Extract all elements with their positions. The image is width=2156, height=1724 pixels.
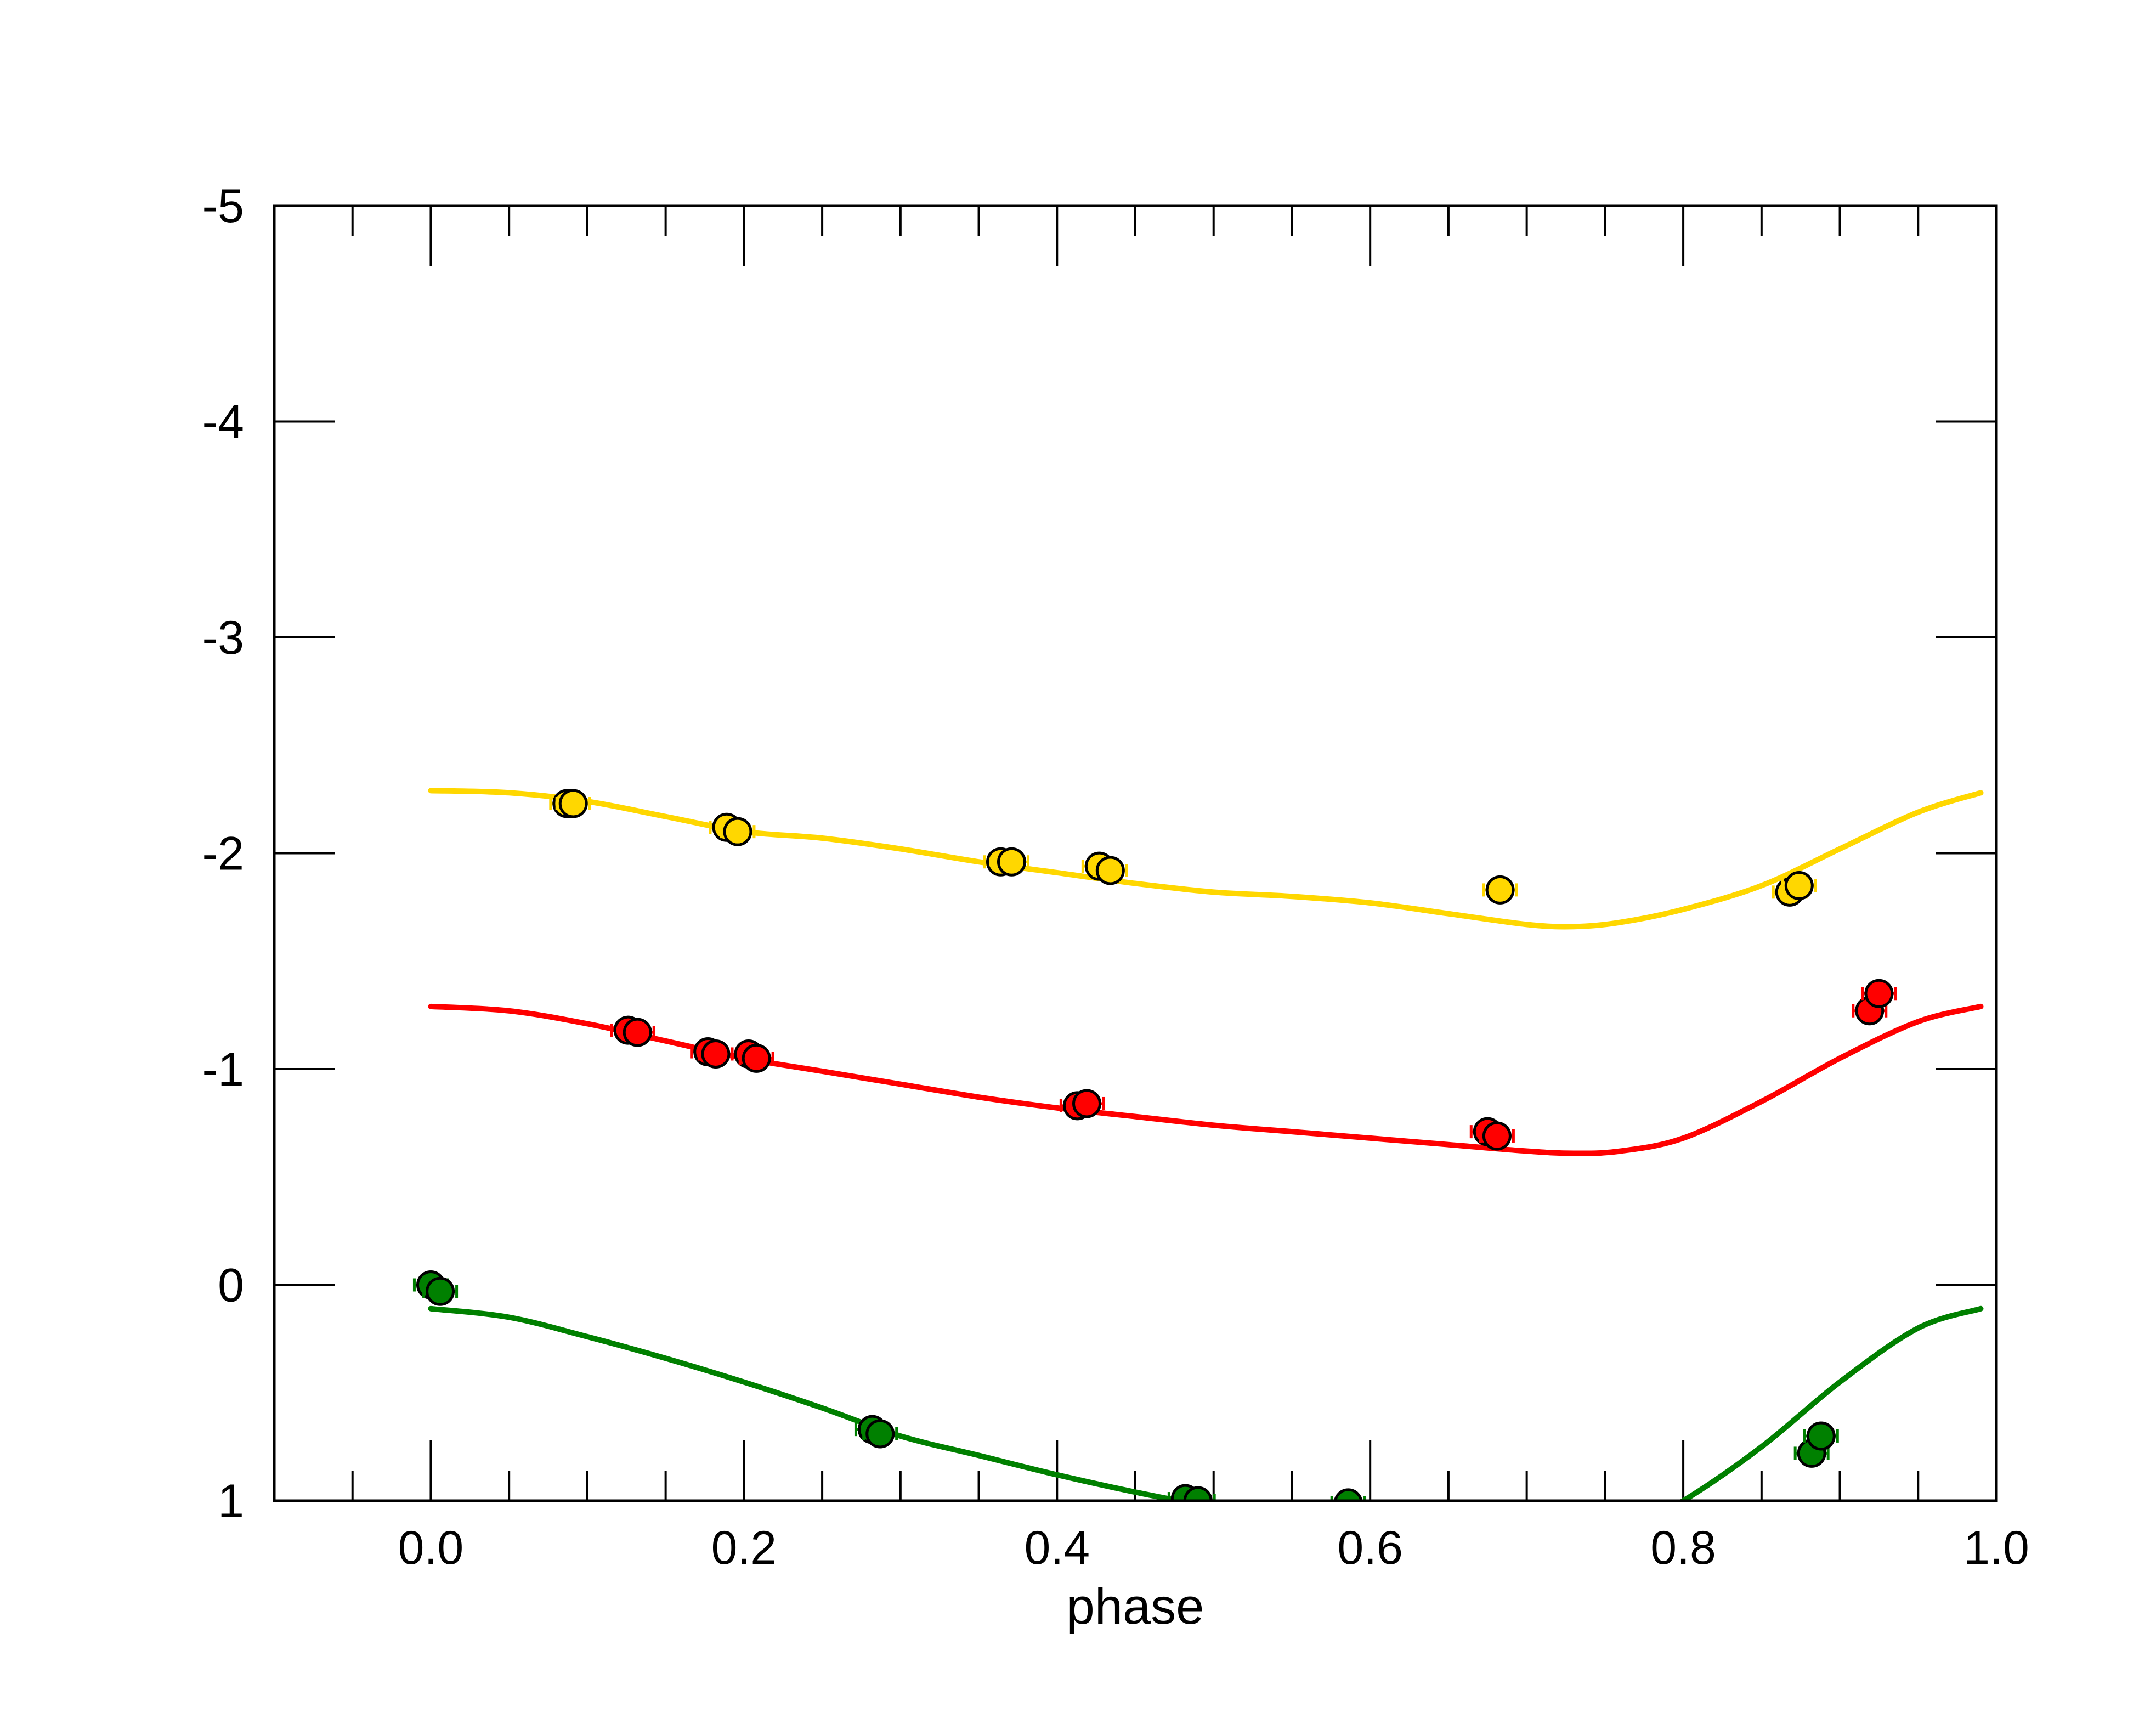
y-tick-label: -1 — [202, 1043, 244, 1096]
data-point — [555, 789, 591, 818]
fit-curve-0 — [428, 788, 1984, 930]
tick-labels: 0.0 0.2 0.4 0.6 0.8 1.0 -5 -4 -3 -2 -1 0 1 — [202, 180, 2029, 1574]
axis-ticks — [273, 205, 1997, 1502]
y-tick-label: -3 — [202, 612, 244, 664]
fit-curve-2 — [428, 1305, 1984, 1501]
data-point — [619, 1018, 655, 1047]
point-marker — [623, 1018, 652, 1047]
y-tick-label: 0 — [218, 1259, 244, 1312]
point-marker — [1482, 1121, 1512, 1151]
y-tick-label: 1 — [218, 1475, 244, 1528]
data-point — [1069, 1089, 1105, 1118]
data-point — [1861, 979, 1897, 1008]
point-marker — [1334, 1488, 1363, 1501]
point-marker — [997, 847, 1026, 877]
data-point — [720, 817, 756, 846]
data-points — [412, 789, 1897, 1501]
point-marker — [426, 1276, 455, 1306]
point-marker — [1784, 871, 1814, 901]
data-point — [862, 1419, 898, 1449]
fit-curve-1 — [428, 1003, 1984, 1156]
x-tick-label: 0.0 — [398, 1522, 464, 1574]
point-marker — [1072, 1089, 1102, 1118]
x-tick-label: 0.4 — [1024, 1522, 1090, 1574]
point-marker — [1806, 1421, 1836, 1451]
data-point — [1092, 856, 1128, 885]
point-marker — [1183, 1486, 1213, 1501]
point-marker — [558, 789, 588, 818]
data-point — [738, 1043, 774, 1073]
point-marker — [1095, 856, 1125, 885]
point-marker — [865, 1419, 895, 1449]
data-point — [422, 1276, 459, 1306]
x-tick-label: 0.2 — [711, 1522, 777, 1574]
data-point — [1803, 1421, 1839, 1451]
x-tick-label: 0.6 — [1337, 1522, 1403, 1574]
data-point — [1479, 1121, 1515, 1151]
y-tick-label: -2 — [202, 828, 244, 880]
plot-frame — [273, 204, 1998, 1502]
point-marker — [701, 1039, 731, 1069]
x-tick-label: 0.8 — [1650, 1522, 1716, 1574]
data-point — [1781, 871, 1817, 901]
fit-curves — [428, 788, 1984, 1501]
data-point — [993, 847, 1029, 877]
y-tick-label: -4 — [202, 396, 244, 449]
x-tick-label: 1.0 — [1963, 1522, 2029, 1574]
data-point — [1180, 1486, 1216, 1501]
y-tick-label: -5 — [202, 180, 244, 233]
point-marker — [723, 817, 752, 846]
data-point — [1330, 1488, 1366, 1501]
point-marker — [742, 1043, 771, 1073]
data-point — [1482, 875, 1518, 905]
x-axis-title: phase — [1067, 1579, 1204, 1635]
point-marker — [1485, 875, 1515, 905]
point-marker — [1864, 979, 1894, 1008]
